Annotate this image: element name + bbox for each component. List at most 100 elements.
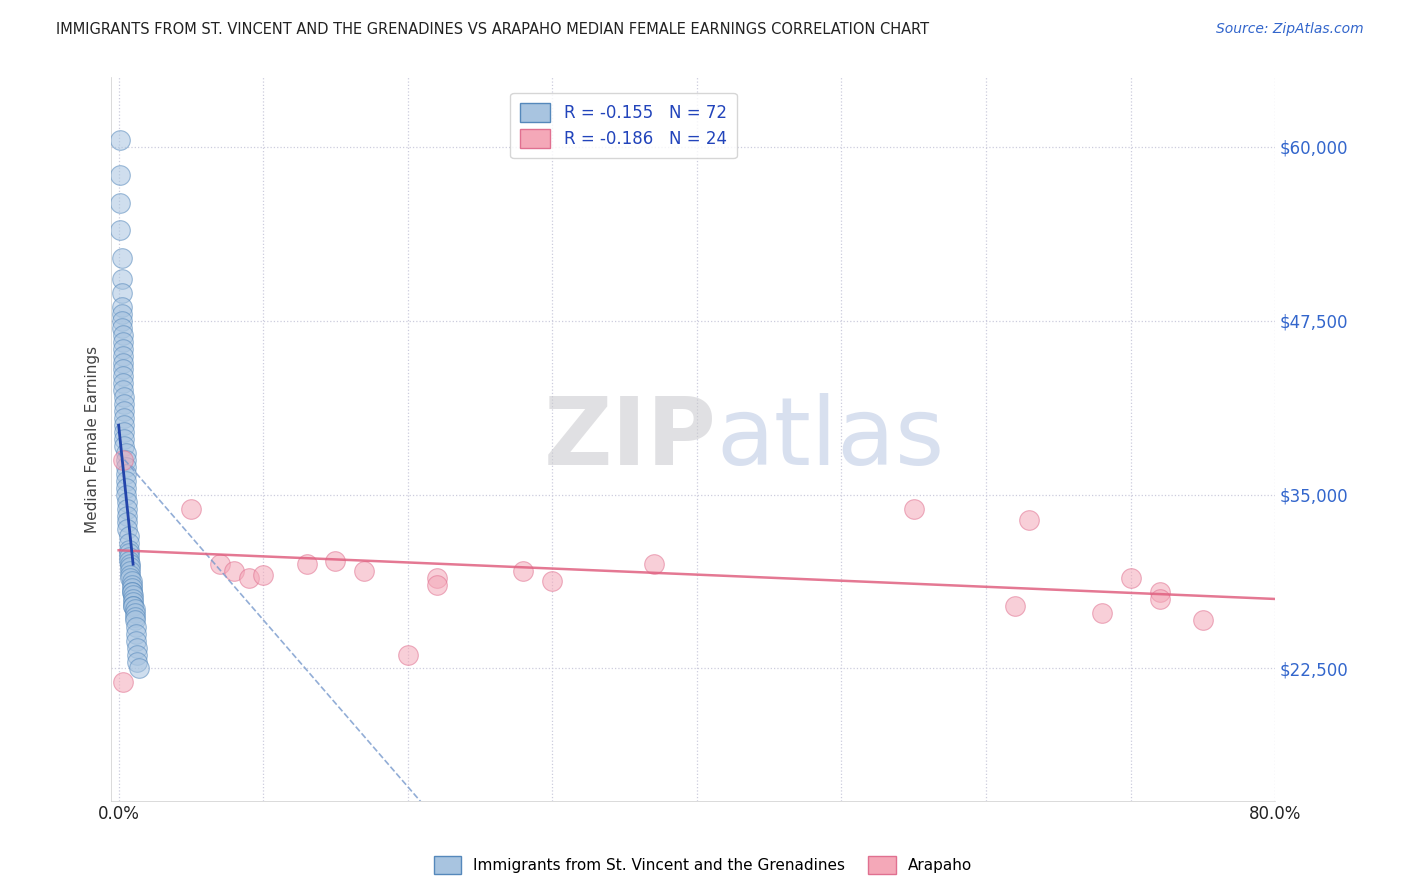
Point xyxy=(124,601,146,615)
Point xyxy=(112,432,135,446)
Point xyxy=(108,133,131,147)
Point xyxy=(111,376,134,391)
Point xyxy=(112,390,135,404)
Point xyxy=(115,474,138,488)
Point xyxy=(124,613,146,627)
Point xyxy=(111,342,134,356)
Point xyxy=(110,320,132,334)
Point xyxy=(125,626,148,640)
Point xyxy=(110,300,132,314)
Point xyxy=(121,574,143,588)
Point xyxy=(1018,513,1040,527)
Point xyxy=(115,481,138,495)
Point xyxy=(118,554,141,568)
Point xyxy=(122,588,145,602)
Point xyxy=(108,168,131,182)
Point xyxy=(122,595,145,609)
Point xyxy=(238,571,260,585)
Point xyxy=(112,439,135,453)
Point xyxy=(121,581,143,595)
Point xyxy=(353,564,375,578)
Point xyxy=(118,543,141,558)
Point xyxy=(110,314,132,328)
Point xyxy=(121,585,143,599)
Text: IMMIGRANTS FROM ST. VINCENT AND THE GRENADINES VS ARAPAHO MEDIAN FEMALE EARNINGS: IMMIGRANTS FROM ST. VINCENT AND THE GREN… xyxy=(56,22,929,37)
Point xyxy=(110,307,132,321)
Point xyxy=(903,501,925,516)
Point xyxy=(121,578,143,592)
Point xyxy=(120,571,142,585)
Point xyxy=(426,571,449,585)
Point xyxy=(117,508,139,523)
Point xyxy=(124,610,146,624)
Point xyxy=(111,384,134,398)
Point xyxy=(122,591,145,606)
Point xyxy=(124,606,146,620)
Point xyxy=(110,272,132,286)
Point xyxy=(115,488,138,502)
Point xyxy=(120,564,142,578)
Point xyxy=(252,568,274,582)
Point xyxy=(112,411,135,425)
Point xyxy=(541,574,564,588)
Point xyxy=(117,516,139,530)
Text: Source: ZipAtlas.com: Source: ZipAtlas.com xyxy=(1216,22,1364,37)
Point xyxy=(127,640,149,655)
Point xyxy=(112,418,135,433)
Point xyxy=(1149,591,1171,606)
Point xyxy=(115,467,138,481)
Point xyxy=(224,564,246,578)
Point xyxy=(127,648,149,662)
Point xyxy=(117,501,139,516)
Point xyxy=(125,633,148,648)
Point xyxy=(111,453,134,467)
Point xyxy=(120,558,142,572)
Legend: R = -0.155   N = 72, R = -0.186   N = 24: R = -0.155 N = 72, R = -0.186 N = 24 xyxy=(510,93,737,158)
Point xyxy=(111,355,134,369)
Point xyxy=(111,349,134,363)
Point xyxy=(110,285,132,300)
Point xyxy=(112,397,135,411)
Point xyxy=(180,501,202,516)
Point xyxy=(115,446,138,460)
Y-axis label: Median Female Earnings: Median Female Earnings xyxy=(86,345,100,533)
Point xyxy=(643,558,665,572)
Point xyxy=(111,675,134,690)
Point xyxy=(111,327,134,342)
Point xyxy=(118,546,141,560)
Point xyxy=(208,558,231,572)
Point xyxy=(1004,599,1026,613)
Text: atlas: atlas xyxy=(717,393,945,485)
Point xyxy=(121,585,143,599)
Point xyxy=(122,599,145,613)
Point xyxy=(112,404,135,418)
Point xyxy=(125,620,148,634)
Point xyxy=(1192,613,1215,627)
Point xyxy=(396,648,419,662)
Point xyxy=(426,578,449,592)
Point xyxy=(117,523,139,537)
Point xyxy=(118,529,141,543)
Point xyxy=(111,334,134,349)
Point xyxy=(115,453,138,467)
Point xyxy=(120,560,142,574)
Point xyxy=(110,252,132,266)
Point xyxy=(128,661,150,675)
Point xyxy=(108,223,131,237)
Point xyxy=(115,459,138,474)
Point xyxy=(512,564,534,578)
Point xyxy=(122,599,145,613)
Point xyxy=(127,655,149,669)
Point xyxy=(117,494,139,508)
Point xyxy=(120,568,142,582)
Point xyxy=(1149,585,1171,599)
Point xyxy=(295,558,318,572)
Text: ZIP: ZIP xyxy=(544,393,717,485)
Legend: Immigrants from St. Vincent and the Grenadines, Arapaho: Immigrants from St. Vincent and the Gren… xyxy=(427,850,979,880)
Point xyxy=(111,369,134,384)
Point xyxy=(111,362,134,376)
Point xyxy=(1091,606,1114,620)
Point xyxy=(118,536,141,550)
Point xyxy=(1119,571,1142,585)
Point xyxy=(325,554,347,568)
